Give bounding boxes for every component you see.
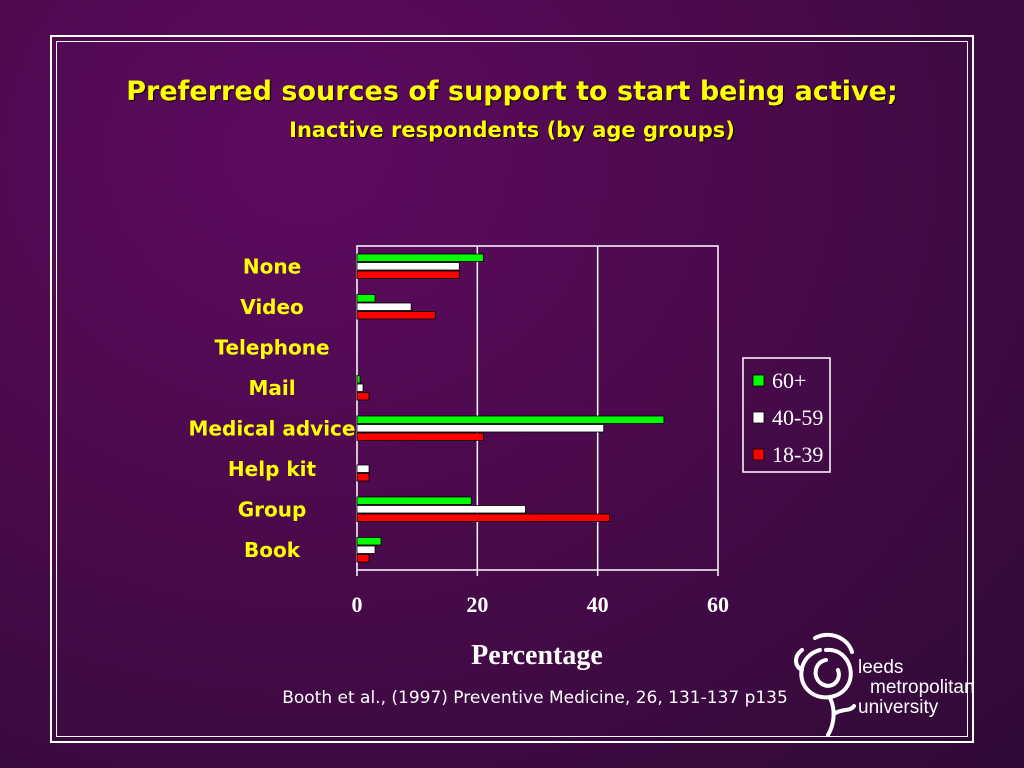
rose-icon xyxy=(794,632,856,737)
bar xyxy=(356,253,484,262)
plot-area xyxy=(356,245,719,571)
category-label: Video xyxy=(240,295,304,319)
x-tick-label: 40 xyxy=(587,592,609,617)
legend-entry: 40-59 xyxy=(772,405,823,430)
bar xyxy=(356,270,460,279)
category-label: None xyxy=(243,254,301,278)
category-label: Mail xyxy=(248,376,295,400)
bar xyxy=(356,375,361,384)
bar xyxy=(356,537,382,546)
bar xyxy=(356,392,370,401)
bar xyxy=(356,554,370,563)
bar xyxy=(356,545,376,554)
bar xyxy=(356,294,376,303)
logo-line-2: metropolitan xyxy=(870,677,975,698)
x-tick-label: 20 xyxy=(466,592,488,617)
x-tick-label: 60 xyxy=(707,592,729,617)
logo-line-3: university xyxy=(858,697,939,718)
category-label: Telephone xyxy=(214,335,329,359)
category-label: Medical advice xyxy=(189,416,356,440)
university-logo-text: leeds metropolitan university xyxy=(858,658,975,718)
bar xyxy=(356,505,526,514)
bar xyxy=(356,464,370,473)
bar xyxy=(356,496,472,505)
bar xyxy=(356,311,436,320)
bar xyxy=(356,473,370,482)
bar xyxy=(356,383,364,392)
chart-title: Preferred sources of support to start be… xyxy=(126,76,898,107)
bar xyxy=(356,432,484,441)
slide-frame-inner xyxy=(56,41,968,737)
bar xyxy=(356,302,412,311)
legend-box xyxy=(742,357,831,473)
bar xyxy=(356,513,611,522)
legend-swatch xyxy=(752,374,765,387)
slide-frame-outer xyxy=(50,35,974,743)
bar xyxy=(356,424,605,433)
x-axis-title: Percentage xyxy=(471,640,603,671)
chart-subtitle: Inactive respondents (by age groups) xyxy=(289,118,735,142)
legend-swatch xyxy=(752,411,765,424)
bar xyxy=(356,262,460,271)
legend-swatch xyxy=(752,448,765,461)
category-label: Group xyxy=(238,497,307,521)
legend-entry: 18-39 xyxy=(772,442,823,467)
citation: Booth et al., (1997) Preventive Medicine… xyxy=(282,688,788,708)
category-label: Book xyxy=(244,538,301,562)
logo-line-1: leeds xyxy=(858,657,904,678)
bar xyxy=(356,415,665,424)
legend-entry: 60+ xyxy=(772,368,806,393)
category-label: Help kit xyxy=(228,457,317,481)
x-tick-label: 0 xyxy=(352,592,363,617)
